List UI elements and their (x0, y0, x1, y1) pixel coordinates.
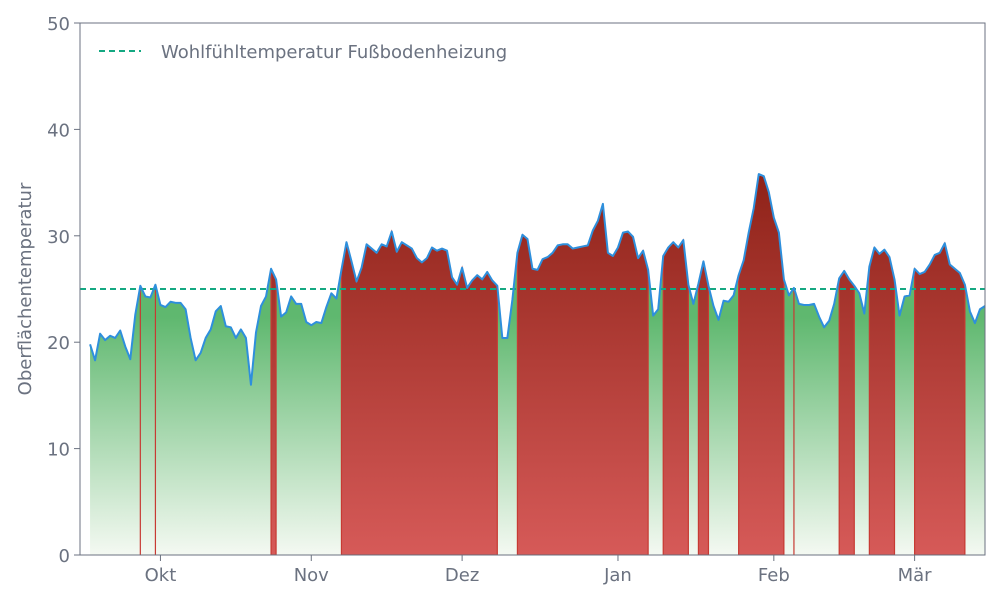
area-above-threshold-11 (914, 241, 966, 555)
area-above-threshold-4 (516, 203, 649, 555)
y-axis: 0 10 20 30 40 50 (47, 14, 80, 567)
x-tick-label-Dez: Dez (445, 565, 479, 586)
x-tick-label-Okt: Okt (145, 565, 177, 586)
series-line (89, 173, 985, 386)
y-tick-label-10: 10 (47, 440, 70, 461)
area-above-threshold-5 (662, 238, 689, 555)
area-above-threshold-2 (270, 268, 277, 555)
legend-threshold-label: Wohlfühltemperatur Fußbodenheizung (161, 42, 507, 63)
area-above-threshold-9 (838, 269, 855, 555)
x-axis: Okt Nov Dez Jan Feb Mär (145, 555, 933, 586)
y-tick-label-30: 30 (47, 227, 70, 248)
x-tick-label-Nov: Nov (294, 565, 329, 586)
y-tick-label-20: 20 (47, 333, 70, 354)
area-above-threshold-6 (697, 261, 710, 555)
area-above-threshold-10 (868, 246, 896, 555)
y-tick-label-40: 40 (47, 120, 70, 141)
x-tick-label-Mär: Mär (898, 565, 933, 586)
series-line-layer (89, 173, 985, 386)
y-axis-label: Oberflächentemperatur (15, 182, 36, 395)
x-tick-label-Feb: Feb (758, 565, 790, 586)
plot-frame (79, 22, 986, 556)
area-above-threshold-7 (738, 173, 785, 555)
x-tick-label-Jan: Jan (603, 565, 632, 586)
y-tick-label-50: 50 (47, 14, 70, 35)
legend: Wohlfühltemperatur Fußbodenheizung (99, 42, 507, 63)
y-tick-label-0: 0 (59, 546, 70, 567)
